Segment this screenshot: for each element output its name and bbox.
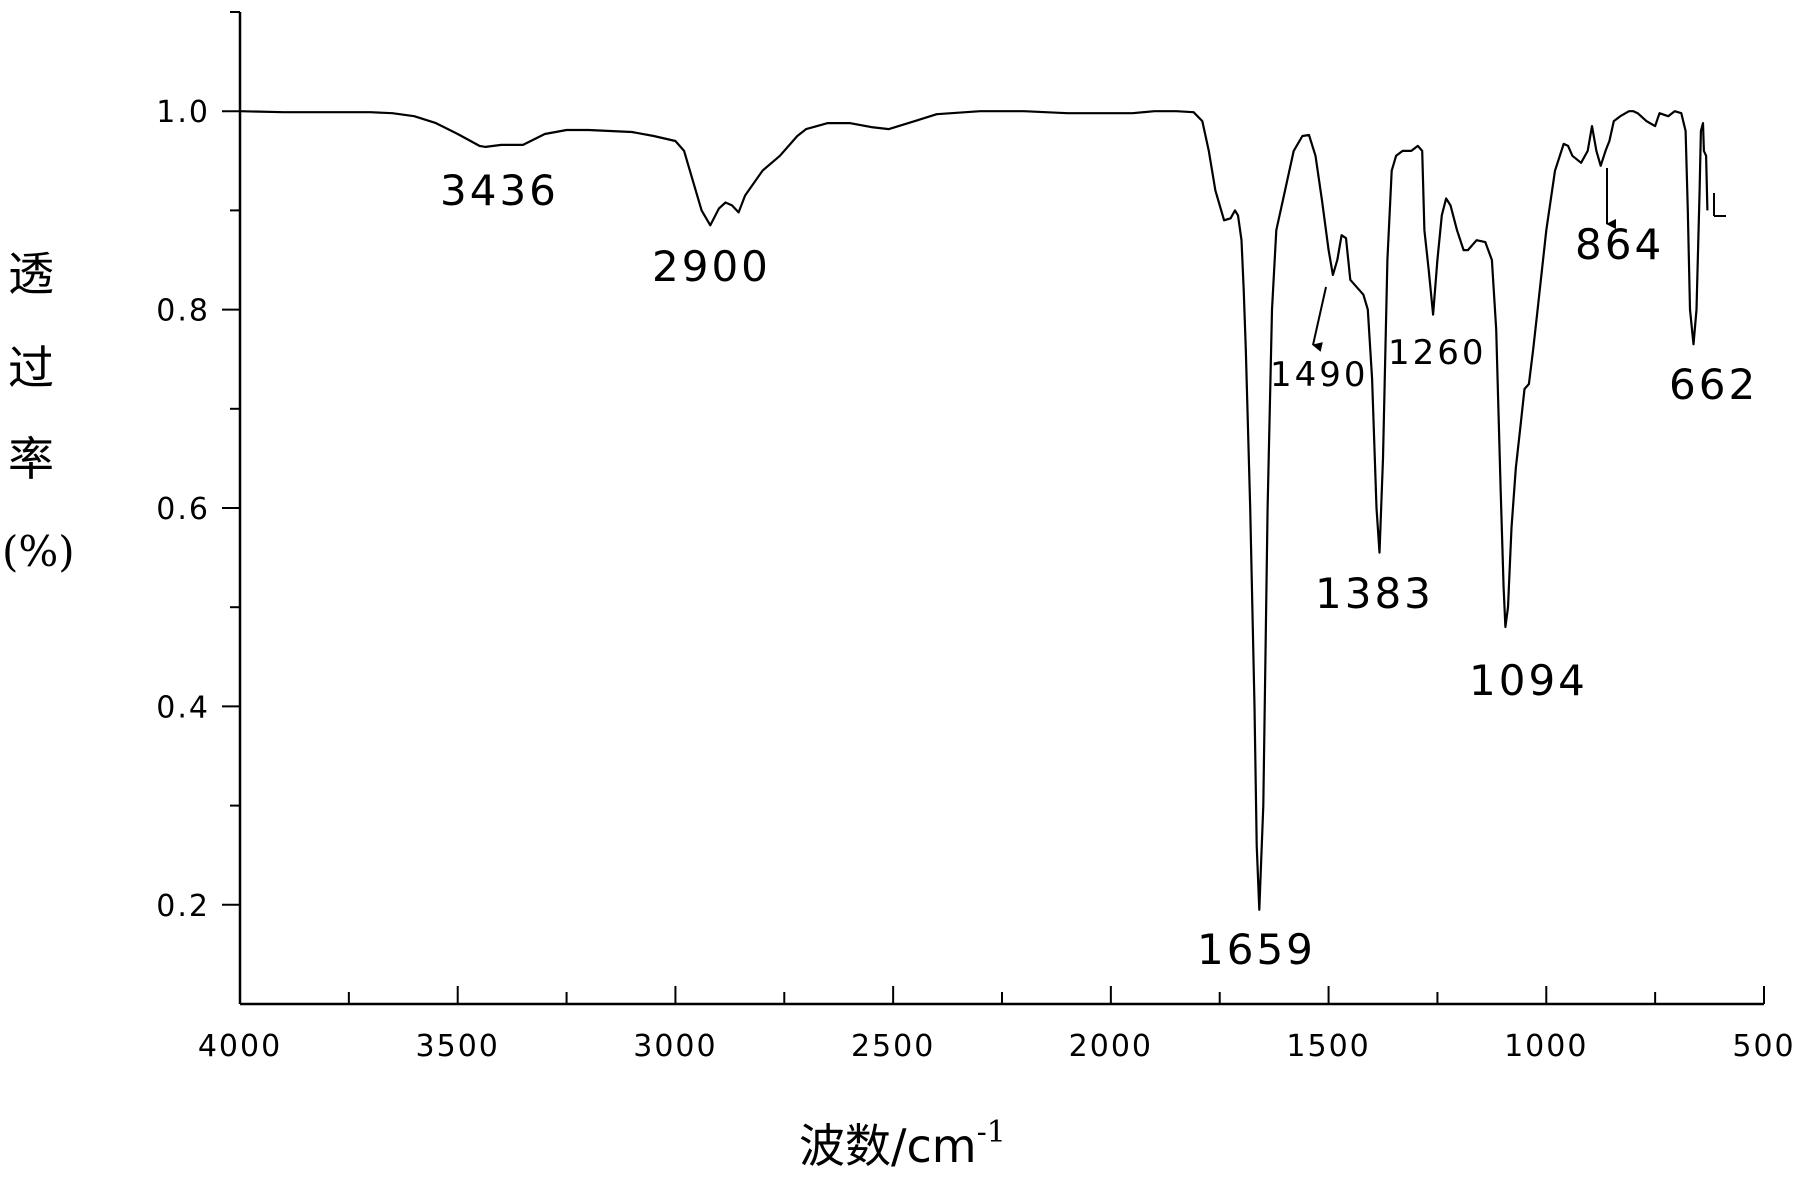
y-tick-label: 0.8	[156, 294, 210, 329]
y-tick-label: 0.4	[156, 690, 210, 725]
peak-label-662: 662	[1669, 360, 1758, 409]
peak-label-2900: 2900	[652, 242, 771, 291]
y-tick-label: 0.2	[156, 889, 210, 924]
arrow-1490	[1312, 286, 1327, 352]
transmittance-line	[239, 110, 1709, 911]
y-axis-title-char-4: (%)	[2, 527, 75, 576]
peak-label-3436: 3436	[440, 166, 559, 215]
x-tick-label: 1500	[1286, 1029, 1370, 1064]
x-tick-label: 2500	[851, 1029, 935, 1064]
x-tick-label: 3000	[633, 1029, 717, 1064]
x-axis-title-text: 波数/cm	[799, 1119, 977, 1173]
x-tick-label: 4000	[198, 1029, 282, 1064]
peak-label-1659: 1659	[1197, 925, 1316, 974]
x-tick-label: 2000	[1069, 1029, 1153, 1064]
y-tick-label: 0.6	[156, 492, 210, 527]
y-axis-title: 透 过 率 (%)	[2, 247, 75, 576]
peak-label-864: 864	[1575, 220, 1664, 269]
y-tick-label: 1.0	[156, 95, 210, 130]
peak-label-1490: 1490	[1270, 355, 1369, 395]
x-axis-title-sup: -1	[977, 1115, 1006, 1150]
x-tick-label: 3500	[416, 1029, 500, 1064]
peak-label-1094: 1094	[1469, 656, 1588, 705]
y-axis-title-char-2: 过	[8, 341, 54, 395]
y-axis-title-char-3: 率	[8, 432, 54, 486]
y-axis-title-char-1: 透	[8, 247, 54, 301]
x-axis-title: 波数/cm-1	[799, 1115, 1006, 1173]
x-tick-label: 500	[1732, 1029, 1795, 1064]
x-tick-label: 1000	[1504, 1029, 1588, 1064]
peak-label-1260: 1260	[1388, 333, 1487, 373]
peak-label-1383: 1383	[1315, 569, 1434, 618]
x-axis-ticks: 4000 3500 3000 2500 2000 1500 1000 500	[198, 986, 1795, 1064]
y-axis-ticks: 0.2 0.4 0.6 0.8 1.0	[156, 11, 240, 924]
